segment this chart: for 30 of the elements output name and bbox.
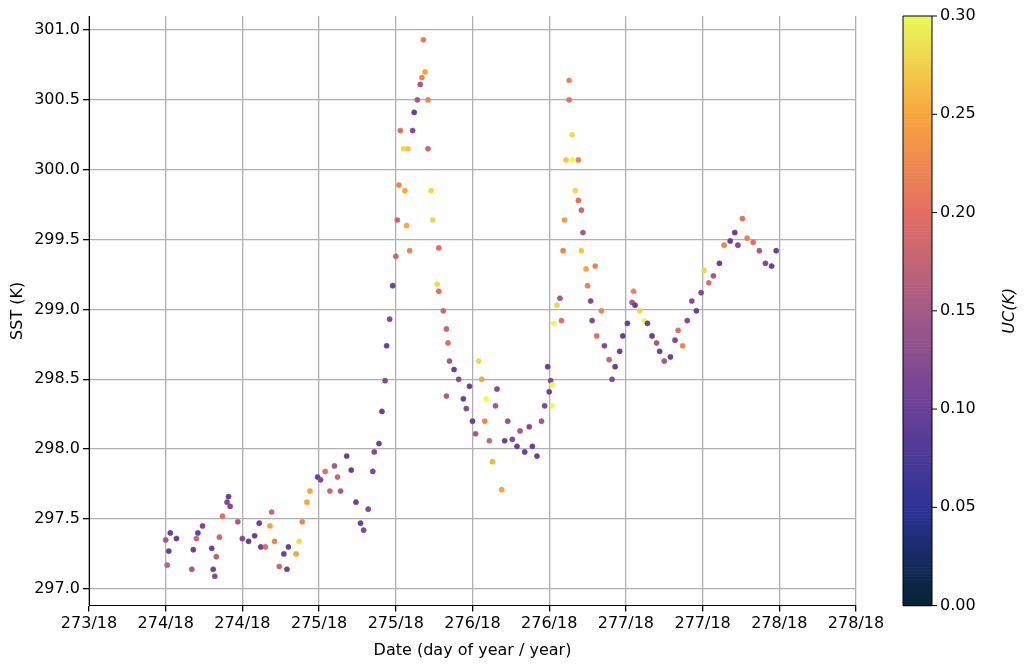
x-tick-label: 274/18 bbox=[214, 613, 271, 633]
color-bar-label: 0.15 bbox=[940, 299, 976, 319]
color-bar-label: 0.00 bbox=[940, 594, 976, 614]
y-tick-label: 299.5 bbox=[34, 228, 80, 248]
x-tick-label: 277/18 bbox=[597, 613, 655, 633]
color-bar-label: 0.25 bbox=[940, 103, 976, 123]
color-bar-label: 0.05 bbox=[940, 496, 976, 516]
color-bar-label: 0.20 bbox=[940, 201, 976, 221]
x-tick-label: 277/18 bbox=[674, 613, 731, 633]
y-tick-label: 298.5 bbox=[34, 368, 80, 388]
y-tick-label: 297.0 bbox=[34, 577, 80, 597]
y-tick-label: 301.0 bbox=[34, 19, 80, 39]
y-tick-label: 298.0 bbox=[34, 438, 80, 458]
x-tick-label: 274/18 bbox=[137, 613, 194, 633]
x-tick-label: 275/18 bbox=[367, 613, 424, 633]
x-tick-label: 275/18 bbox=[290, 613, 348, 633]
y-tick-label: 300.0 bbox=[34, 158, 80, 178]
y-axis-title: SST (K) bbox=[6, 281, 26, 340]
y-tick-label: 300.5 bbox=[34, 88, 80, 108]
x-axis-title: Date (day of year / year) bbox=[373, 639, 572, 659]
x-tick-label: 276/18 bbox=[521, 613, 578, 633]
color-bar-title: UC(K) bbox=[999, 287, 1019, 334]
y-tick-label: 299.0 bbox=[34, 298, 80, 318]
color-bar-label: 0.30 bbox=[940, 5, 976, 25]
y-tick-label: 297.5 bbox=[34, 508, 80, 528]
color-bar-label: 0.10 bbox=[940, 398, 976, 418]
x-tick-label: 276/18 bbox=[444, 613, 501, 633]
x-tick-label: 273/18 bbox=[60, 613, 118, 633]
x-tick-label: 278/18 bbox=[751, 613, 808, 633]
x-tick-label: 278/18 bbox=[827, 613, 885, 633]
